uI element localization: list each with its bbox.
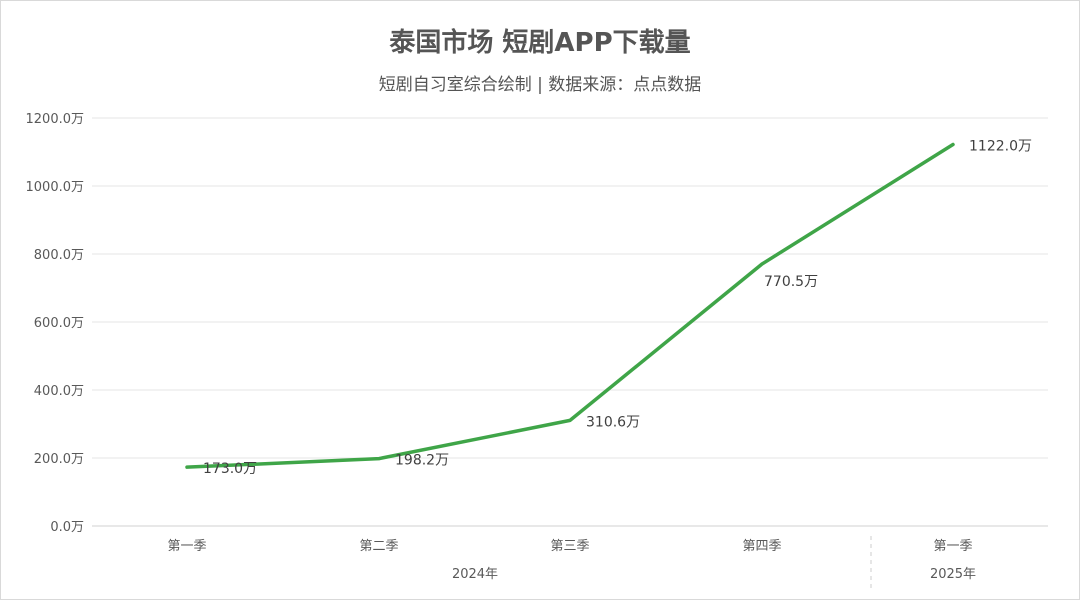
y-tick-label: 200.0万 [34,452,84,467]
x-category-label: 第四季 [742,539,781,554]
x-group-label: 2024年 [452,567,498,582]
x-category-label: 第三季 [550,539,589,554]
x-category-label: 第二季 [359,539,398,554]
x-group-label: 2025年 [930,567,976,582]
chart-title: 泰国市场 短剧APP下载量 [389,28,691,58]
y-tick-label: 1000.0万 [26,180,85,195]
x-category-label: 第一季 [167,539,206,554]
data-label: 310.6万 [586,414,640,430]
data-label: 770.5万 [764,274,818,290]
data-label: 173.0万 [203,461,257,477]
series-line [185,142,955,469]
y-tick-label: 600.0万 [34,316,84,331]
chart-subtitle: 短剧自习室综合绘制 | 数据来源：点点数据 [378,75,702,95]
x-category-label: 第一季 [933,539,972,554]
y-tick-label: 0.0万 [50,520,84,535]
y-tick-label: 400.0万 [34,384,84,399]
data-label: 198.2万 [395,453,449,469]
y-tick-label: 1200.0万 [26,112,85,127]
data-label: 1122.0万 [969,139,1032,155]
y-tick-label: 800.0万 [34,248,84,263]
